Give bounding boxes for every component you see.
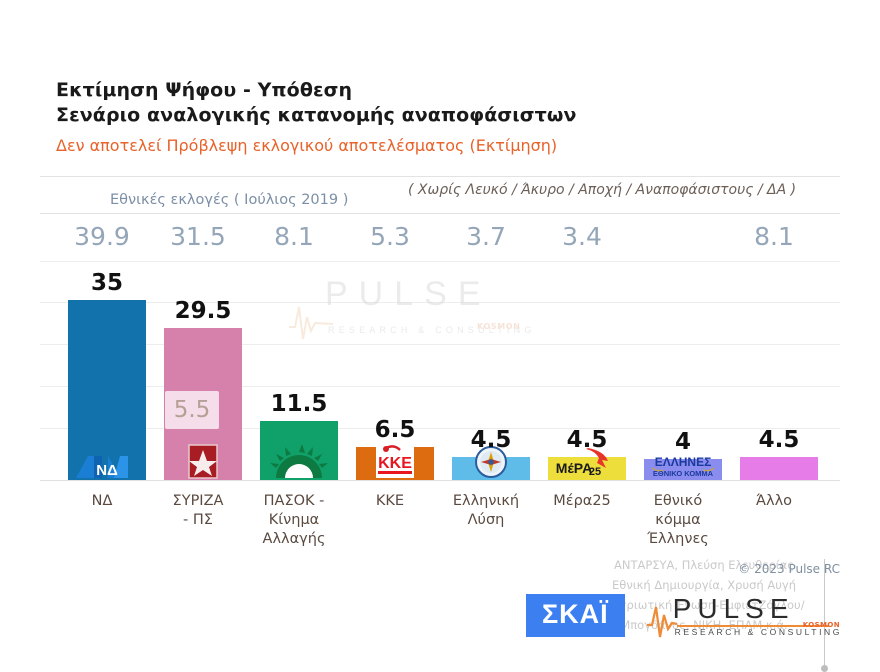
reference-caption: Εθνικές εκλογές ( Ιούλιος 2019 ) xyxy=(110,192,349,208)
x-axis-label-line: ΠΑΣΟΚ - xyxy=(263,493,325,509)
party-logo-icon xyxy=(260,442,338,480)
pulse-logo-subtitle: RESEARCH & CONSULTING xyxy=(674,626,842,637)
party-logo-icon xyxy=(164,442,242,480)
party-logo-icon: ΚΚΕ xyxy=(356,442,434,480)
header-divider-bottom xyxy=(40,213,840,214)
bar-value-label: 29.5 xyxy=(174,298,232,324)
bar-column[interactable]: ΝΔ xyxy=(64,300,150,480)
x-axis-label-line: Εθνικό xyxy=(653,493,703,509)
svg-text:ΜέΡΑ: ΜέΡΑ xyxy=(556,460,592,476)
gridline xyxy=(40,261,840,262)
reference-value: 5.3 xyxy=(370,222,410,251)
x-axis-label-line: ΚΚΕ xyxy=(375,493,405,509)
bar-value-label: 4 xyxy=(674,429,691,455)
annotation-leader-dot xyxy=(821,665,828,672)
bar-column[interactable]: ΕΛΛΗΝΕΣ ΕΘΝΙΚΟ ΚΟΜΜΑ xyxy=(640,455,726,480)
gridline xyxy=(40,386,840,387)
reference-value: 8.1 xyxy=(274,222,314,251)
x-axis-label-line: Λύση xyxy=(467,512,505,528)
bar-value-label: 4.5 xyxy=(758,427,800,453)
party-logo-icon: ΕΛΛΗΝΕΣ ΕΘΝΙΚΟ ΚΟΜΜΑ xyxy=(644,442,722,480)
reference-note: ( Χωρίς Λευκό / Άκυρο / Αποχή / Αναποφάσ… xyxy=(408,182,797,198)
bar-value-label: 4.5 xyxy=(470,427,512,453)
x-axis-label-line: Ελληνική xyxy=(452,493,520,509)
svg-text:25: 25 xyxy=(589,466,601,478)
skai-logo: ΣΚΑΪ xyxy=(525,594,625,637)
x-axis-label: ΠΑΣΟΚ - Κίνημα Αλλαγής xyxy=(246,492,342,549)
bar-column[interactable]: ΚΚΕ xyxy=(352,444,438,480)
x-axis-label: Άλλο xyxy=(726,492,822,511)
x-axis-label-line: ΣΥΡΙΖΑ xyxy=(172,493,224,509)
gridline xyxy=(40,302,840,303)
bar-value-label: 11.5 xyxy=(270,391,328,417)
x-axis-label: ΝΔ xyxy=(54,492,150,511)
header-divider-top xyxy=(40,176,840,177)
svg-text:ΝΔ: ΝΔ xyxy=(96,462,118,479)
annotation-leader-line xyxy=(824,559,825,667)
pulse-waveform-icon xyxy=(646,606,677,637)
reference-values-row: 39.9 31.5 8.1 5.3 3.7 3.4 8.1 xyxy=(0,222,880,258)
x-axis-label: Εθνικό κόμμα Έλληνες xyxy=(630,492,726,549)
x-axis-label: ΚΚΕ xyxy=(342,492,438,511)
gridline xyxy=(40,344,840,345)
pulse-logo-kosmon: KOSMON xyxy=(802,620,840,629)
bar[interactable] xyxy=(548,457,626,480)
x-axis-label-line: Μέρα25 xyxy=(553,493,611,509)
party-logo-icon xyxy=(452,442,530,480)
watermark-title: PULSE xyxy=(325,275,492,313)
title-block: Εκτίμηση Ψήφου - Υπόθεση Σενάριο αναλογι… xyxy=(56,78,577,158)
reference-value: 3.4 xyxy=(562,222,602,251)
x-axis-label-line: Κίνημα xyxy=(268,512,320,528)
x-axis-label-line: - ΠΣ xyxy=(183,512,213,528)
x-axis-label: ΣΥΡΙΖΑ - ΠΣ xyxy=(150,492,246,530)
annotation-line: Εθνική Δημιουργία, Χρυσή Αυγή xyxy=(612,578,796,592)
gridline xyxy=(40,428,840,429)
axis-baseline xyxy=(40,480,840,481)
party-logo-icon: ΜέΡΑ 25 xyxy=(548,442,626,480)
bar-value-label: 4.5 xyxy=(566,427,608,453)
pulse-logo: PULSE KOSMON RESEARCH & CONSULTING xyxy=(646,592,842,637)
svg-text:ΕΘΝΙΚΟ ΚΟΜΜΑ: ΕΘΝΙΚΟ ΚΟΜΜΑ xyxy=(653,469,714,478)
difference-badge: 5.5 xyxy=(165,391,219,429)
party-logo-icon: ΝΔ xyxy=(68,442,146,480)
x-axis-label-line: κόμμα xyxy=(655,512,701,528)
bar-column[interactable] xyxy=(256,421,342,480)
bar-column[interactable] xyxy=(448,446,534,480)
copyright-text: © 2023 Pulse RC xyxy=(738,562,840,576)
watermark-kosmon: KOSMON xyxy=(477,322,521,331)
bar[interactable] xyxy=(68,300,146,480)
page-subtitle: Δεν αποτελεί Πρόβλεψη εκλογικού αποτελέσ… xyxy=(56,136,558,155)
reference-value: 31.5 xyxy=(170,222,226,251)
pulse-logo-title: PULSE xyxy=(672,592,795,624)
annotation-line: Πατριωτική Ένωση-ΕμφιετΖόγλου/ xyxy=(603,598,805,612)
annotation-line: ΑΝΤΑΡΣΥΑ, Πλεύση Ελευθερίας xyxy=(613,558,795,572)
x-axis-label-line: ΝΔ xyxy=(91,493,113,509)
reference-value: 8.1 xyxy=(754,222,794,251)
x-axis-label: Μέρα25 xyxy=(534,492,630,511)
page-title-line2: Σενάριο αναλογικής κατανομής αναποφάσιστ… xyxy=(56,104,577,126)
watermark-subtitle: RESEARCH & CONSULTING xyxy=(328,325,536,335)
page-title-line1: Εκτίμηση Ψήφου - Υπόθεση xyxy=(56,79,353,101)
footer-logos: ΣΚΑΪ PULSE KOSMON RESEARCH & CONSULTING xyxy=(525,592,842,637)
x-axis-label-line: Αλλαγής xyxy=(262,531,326,547)
pulse-logo-underline xyxy=(676,624,829,627)
bar[interactable] xyxy=(740,457,818,480)
plot-area: PULSE RESEARCH & CONSULTING KOSMON ΝΔ 35 … xyxy=(40,255,840,672)
reference-value: 39.9 xyxy=(74,222,130,251)
reference-value: 3.7 xyxy=(466,222,506,251)
bar-column[interactable]: ΜέΡΑ 25 xyxy=(544,448,630,480)
bar-column[interactable] xyxy=(736,457,822,480)
x-axis-label-line: Έλληνες xyxy=(647,531,709,547)
bar[interactable] xyxy=(644,459,722,480)
x-axis-label-line: Άλλο xyxy=(755,493,793,509)
bar-value-label: 6.5 xyxy=(374,417,416,443)
x-axis-label: Ελληνική Λύση xyxy=(438,492,534,530)
svg-text:ΚΚΕ: ΚΚΕ xyxy=(378,455,412,472)
bar-value-label: 35 xyxy=(90,270,123,296)
pulse-watermark: PULSE RESEARCH & CONSULTING KOSMON xyxy=(289,275,565,365)
svg-text:ΕΛΛΗΝΕΣ: ΕΛΛΗΝΕΣ xyxy=(655,455,712,469)
